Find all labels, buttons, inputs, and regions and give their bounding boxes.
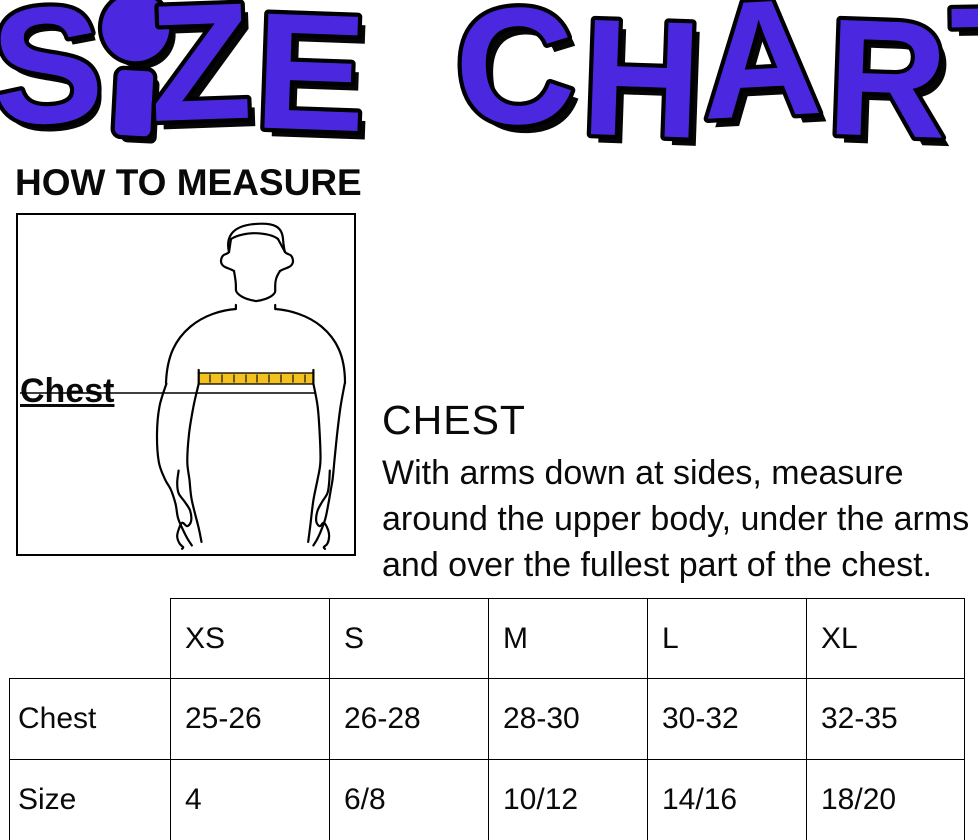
svg-text:C: C: [452, 0, 578, 158]
svg-text:H: H: [579, 0, 705, 158]
svg-text:A: A: [696, 0, 825, 155]
svg-text:Z: Z: [146, 0, 254, 157]
svg-text:T: T: [949, 0, 978, 158]
svg-text:E: E: [252, 0, 369, 158]
svg-text:R: R: [824, 0, 950, 158]
svg-text:S: S: [0, 0, 107, 158]
